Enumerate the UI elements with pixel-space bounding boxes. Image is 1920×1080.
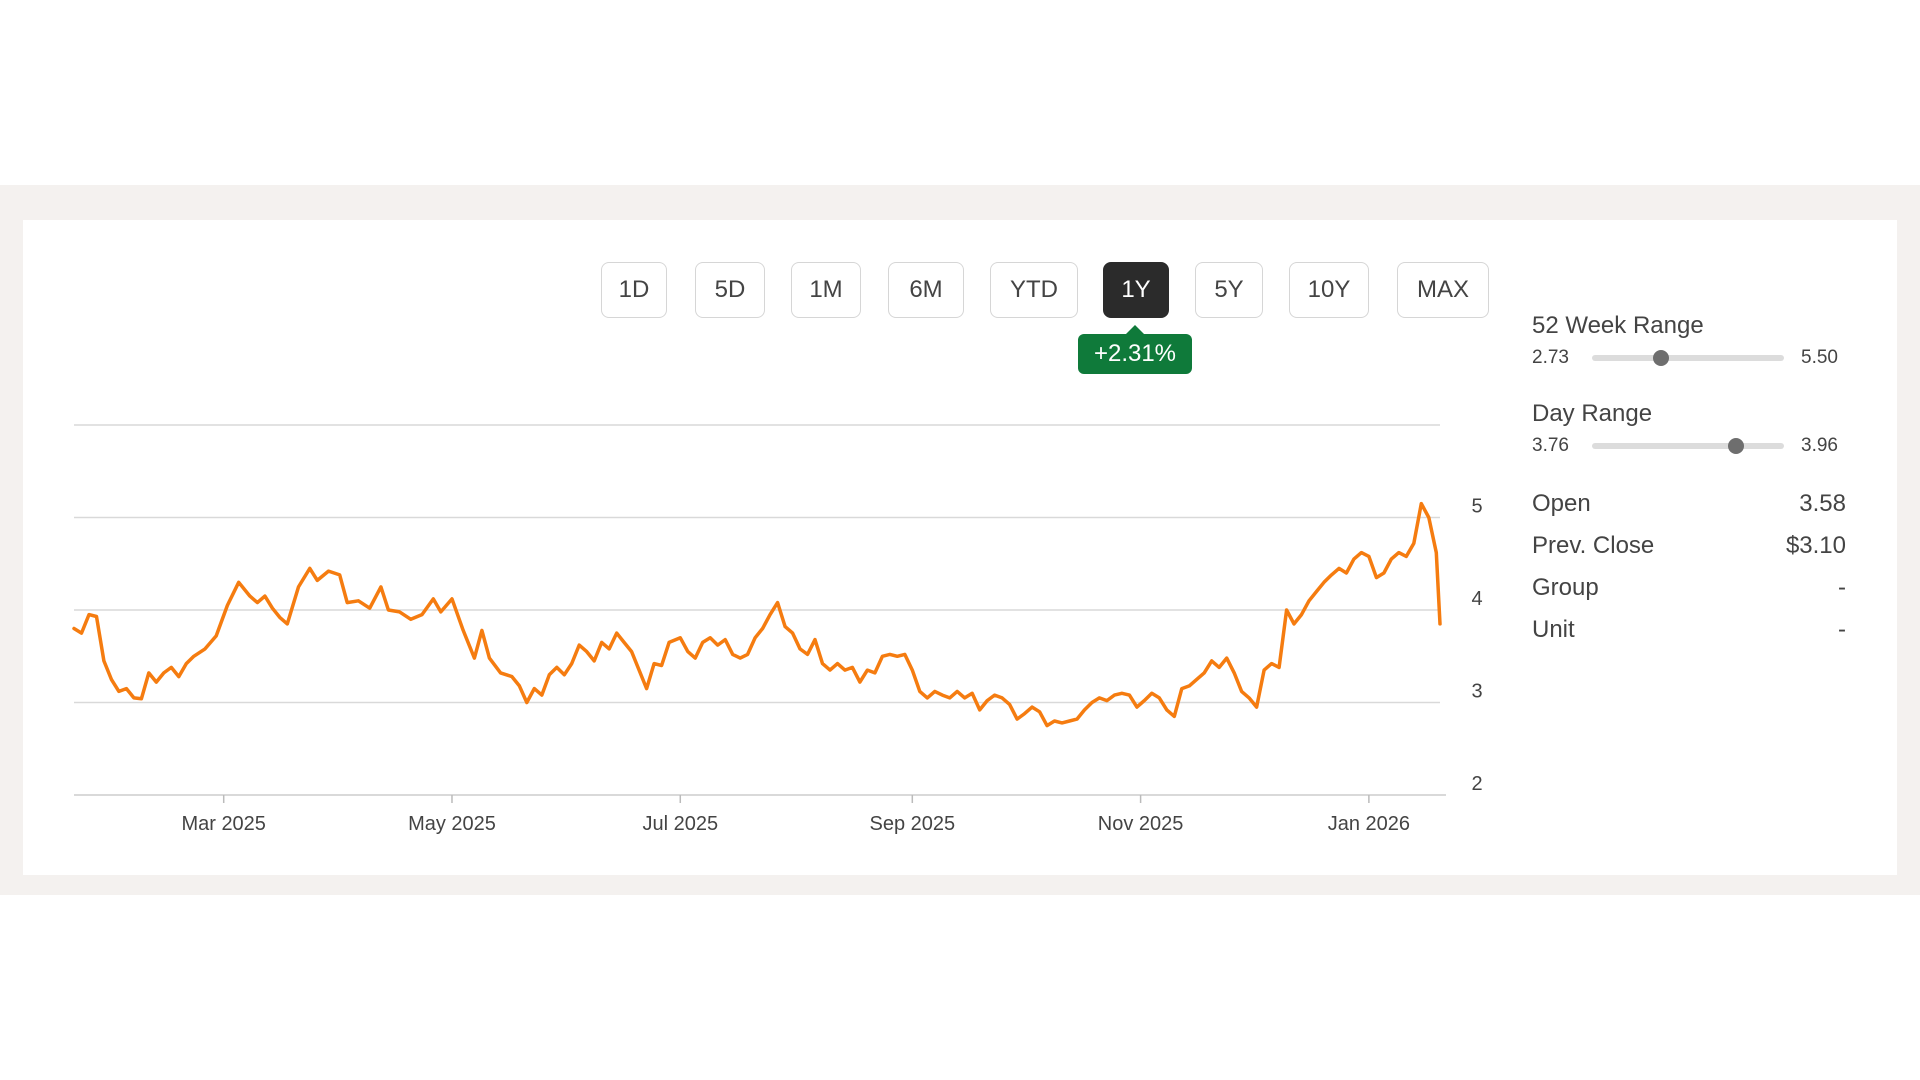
week52-range-track	[1592, 350, 1784, 366]
chart-card	[23, 220, 1897, 875]
group-value: -	[1838, 574, 1846, 601]
group-label: Group	[1532, 574, 1599, 601]
day-low-value: 3.76	[1532, 435, 1569, 456]
x-tick-label: May 2025	[408, 813, 496, 835]
day-range-track	[1592, 438, 1784, 454]
x-tick-label: Sep 2025	[869, 813, 955, 835]
unit-value: -	[1838, 616, 1846, 643]
x-tick-label: Mar 2025	[181, 813, 266, 835]
range-button-1m[interactable]: 1M	[791, 262, 861, 318]
x-tick-label: Jul 2025	[642, 813, 718, 835]
range-button-ytd[interactable]: YTD	[990, 262, 1078, 318]
week52-low-value: 2.73	[1532, 347, 1569, 368]
range-button-10y[interactable]: 10Y	[1289, 262, 1369, 318]
week52-range-label: 52 Week Range	[1532, 312, 1704, 339]
day-range-label: Day Range	[1532, 400, 1653, 427]
x-tick-label: Nov 2025	[1098, 813, 1184, 835]
week52-high-value: 5.50	[1801, 347, 1838, 368]
range-button-1d[interactable]: 1D	[601, 262, 667, 318]
range-button-6m[interactable]: 6M	[888, 262, 964, 318]
y-tick-label: 2	[1471, 773, 1482, 795]
x-tick-label: Jan 2026	[1328, 813, 1410, 835]
day-range-block: Day Range	[1532, 400, 1652, 428]
day-range-marker	[1728, 438, 1744, 454]
prev-close-value: $3.10	[1785, 532, 1846, 559]
range-button-5y[interactable]: 5Y	[1195, 262, 1263, 318]
range-button-1y[interactable]: 1Y	[1103, 262, 1169, 318]
day-high-value: 3.96	[1801, 435, 1838, 456]
y-axis-ticks: 2 3 4 5	[1471, 496, 1482, 796]
price-series-line	[72, 501, 1442, 728]
open-label: Open	[1532, 490, 1591, 517]
prev-close-label: Prev. Close	[1532, 532, 1655, 559]
y-tick-label: 4	[1471, 588, 1482, 610]
x-axis-ticks: Mar 2025 May 2025 Jul 2025 Sep 2025 Nov 2025…	[181, 795, 1410, 835]
y-tick-label: 5	[1471, 496, 1482, 518]
change-badge: +2.31%	[1078, 325, 1192, 374]
unit-label: Unit	[1532, 616, 1575, 643]
range-button-max[interactable]: MAX	[1397, 262, 1489, 318]
week52-range-marker	[1653, 350, 1670, 366]
open-value: 3.58	[1799, 490, 1846, 517]
range-button-5d[interactable]: 5D	[695, 262, 765, 318]
chart-grid	[74, 424, 1446, 796]
week52-range-block: 52 Week Range	[1532, 312, 1704, 340]
y-tick-label: 3	[1471, 681, 1482, 703]
